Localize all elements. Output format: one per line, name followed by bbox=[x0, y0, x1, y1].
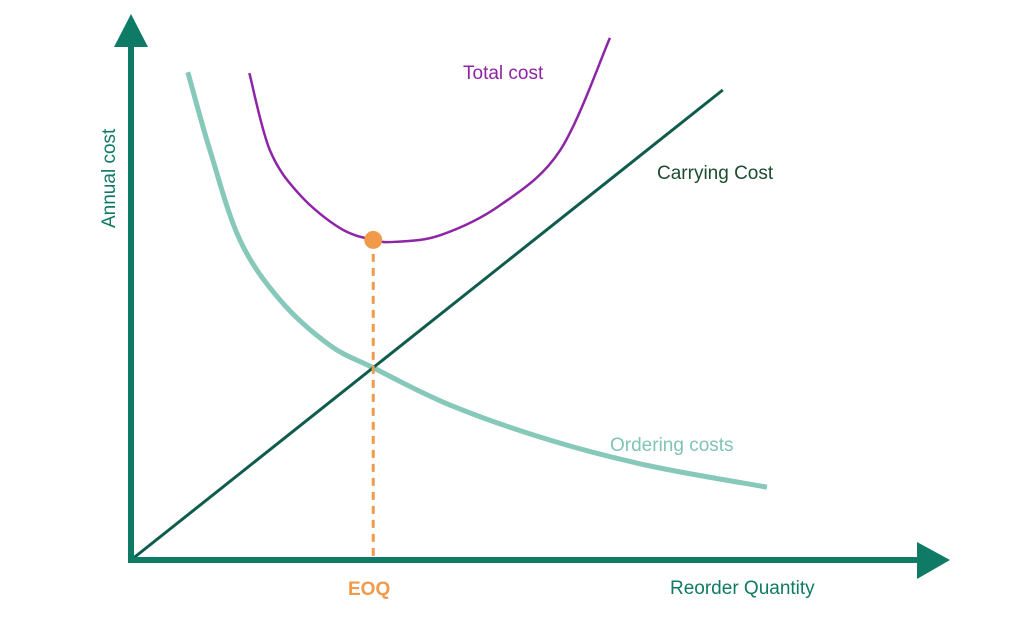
y-axis-arrow-icon bbox=[114, 14, 148, 47]
series-label-carrying-cost: Carrying Cost bbox=[657, 163, 774, 184]
total-cost-line bbox=[248, 37, 612, 244]
carrying-cost-line bbox=[130, 88, 724, 562]
y-axis-label: Annual cost bbox=[99, 128, 120, 228]
x-axis-label: Reorder Quantity bbox=[670, 578, 815, 599]
eoq-point bbox=[364, 230, 383, 249]
series-label-ordering-costs: Ordering costs bbox=[610, 435, 734, 456]
series-label-total-cost: Total cost bbox=[463, 63, 544, 84]
x-axis-arrow-icon bbox=[917, 542, 950, 579]
eoq-label: EOQ bbox=[348, 579, 390, 600]
ordering-costs-line bbox=[185, 71, 768, 490]
